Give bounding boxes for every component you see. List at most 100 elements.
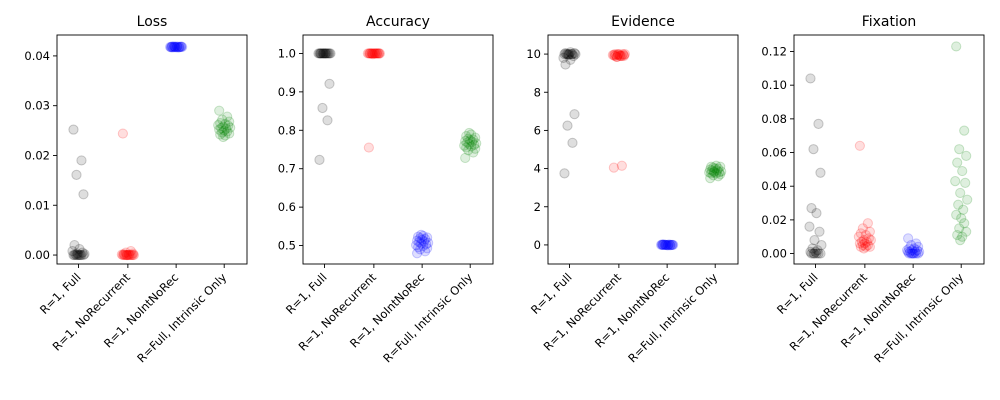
data-point [614, 50, 625, 62]
data-point [804, 221, 815, 232]
data-point [807, 243, 818, 254]
data-point [706, 161, 717, 172]
data-points [804, 41, 973, 259]
data-point [858, 243, 869, 254]
data-point [657, 239, 668, 250]
data-point [318, 48, 329, 59]
plot-frame [56, 34, 248, 265]
data-point [166, 41, 177, 53]
x-tick-label: R=1, Full [528, 270, 575, 317]
data-point [808, 144, 819, 155]
data-point [218, 131, 229, 143]
data-point [373, 48, 384, 59]
y-tick-label: 2 [534, 200, 541, 214]
data-point [613, 48, 624, 60]
data-point [568, 50, 579, 62]
data-point [67, 245, 78, 257]
data-point [460, 135, 471, 147]
y-tick-label: 0.00 [24, 248, 50, 262]
data-point [118, 249, 129, 261]
data-point [663, 240, 674, 251]
data-point [902, 245, 913, 256]
data-point [460, 152, 471, 164]
data-point [864, 226, 875, 237]
data-point [420, 246, 431, 257]
data-point [422, 243, 433, 254]
data-point [362, 48, 373, 59]
data-point [908, 248, 919, 259]
data-point [171, 42, 182, 53]
data-point [914, 246, 925, 257]
data-point [72, 248, 83, 259]
data-point [214, 105, 225, 116]
data-point [862, 218, 873, 229]
data-point [124, 249, 135, 261]
data-point [466, 129, 477, 140]
data-point [420, 233, 431, 245]
data-point [323, 48, 334, 59]
data-point [322, 48, 333, 59]
data-point [411, 240, 422, 251]
x-tick-label: R=Full, Intrinsic Only [380, 270, 475, 365]
data-point [78, 249, 89, 261]
data-point [313, 48, 324, 59]
data-point [713, 163, 724, 174]
data-point [565, 54, 576, 65]
data-point [907, 248, 918, 259]
chart-panel-fixation: Fixation 0.00 0.02 0.04 0.06 0.08 0.10 0.12 R=1,… [761, 14, 985, 365]
data-point [214, 124, 225, 135]
data-point [367, 48, 378, 59]
data-point [216, 122, 227, 134]
data-point [857, 240, 868, 251]
data-point [806, 248, 817, 259]
data-point [954, 223, 965, 234]
data-point [316, 48, 327, 59]
data-point [951, 41, 962, 52]
data-point [322, 115, 333, 126]
data-point [465, 135, 476, 146]
data-point [953, 199, 964, 210]
data-point [74, 249, 85, 261]
y-tick-label: 0.10 [761, 78, 787, 92]
data-point [464, 127, 475, 139]
data-point [466, 141, 477, 152]
data-point [862, 240, 873, 251]
data-point [412, 235, 423, 246]
data-point [853, 231, 864, 242]
data-point [319, 48, 330, 59]
data-point [905, 246, 916, 257]
data-point [661, 239, 672, 251]
data-point [615, 50, 626, 62]
data-point [166, 42, 177, 53]
data-point [959, 218, 970, 229]
data-point [461, 142, 472, 153]
data-point [567, 48, 578, 60]
data-point [714, 167, 725, 178]
data-point [325, 48, 336, 59]
plot-frame [793, 34, 985, 265]
data-point [423, 237, 434, 248]
data-point [913, 241, 924, 252]
data-point [608, 49, 619, 61]
data-point [415, 244, 426, 255]
data-point [167, 41, 178, 53]
data-point [857, 223, 868, 234]
data-point [715, 161, 726, 172]
data-point [317, 102, 328, 114]
data-point [363, 142, 374, 153]
data-point [667, 239, 678, 251]
data-point [69, 249, 80, 261]
data-point [172, 41, 183, 53]
data-point [860, 229, 871, 241]
data-point [366, 48, 377, 59]
data-point [950, 176, 961, 187]
y-tick-label: 0.01 [24, 198, 50, 212]
data-point [78, 189, 89, 200]
data-point [957, 165, 968, 177]
data-point [169, 41, 180, 53]
data-point [665, 240, 676, 251]
data-point [609, 48, 620, 60]
data-point [168, 42, 179, 53]
